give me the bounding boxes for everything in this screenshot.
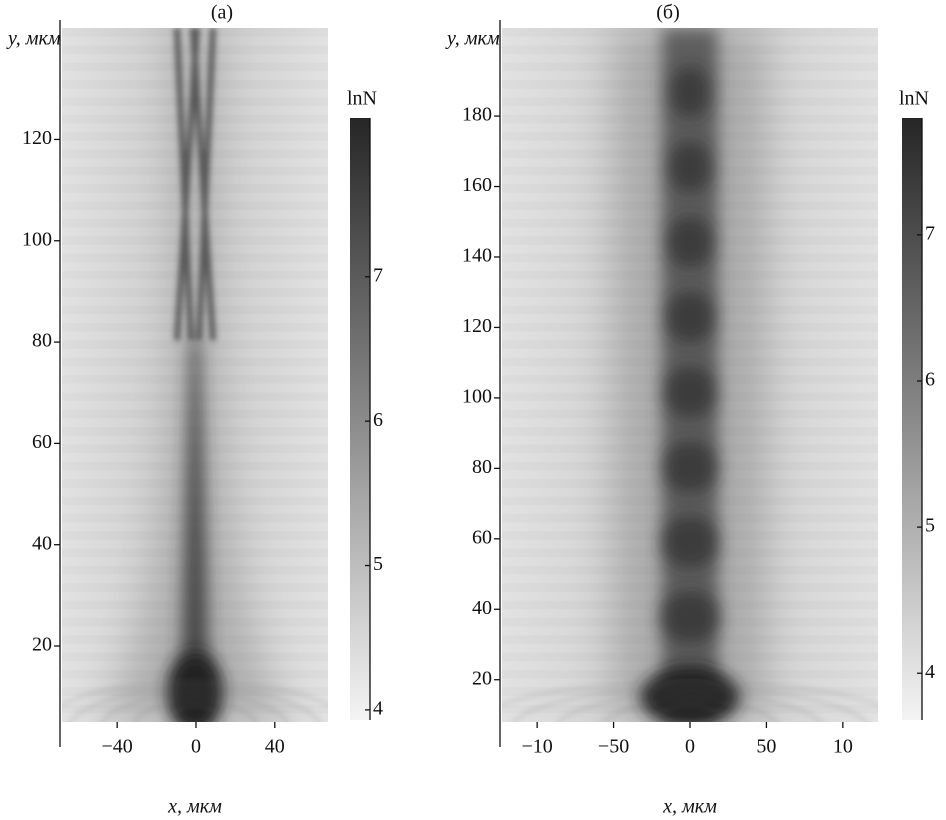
heatmap-image <box>502 28 878 722</box>
y-tick-label: 120 <box>22 127 52 149</box>
colorbar-tick-label: 4 <box>373 697 383 719</box>
beam-core <box>179 340 211 722</box>
heatmap-image <box>62 28 328 722</box>
x-axis-label: x, мкм <box>167 796 222 818</box>
y-tick-label: 60 <box>472 526 492 548</box>
beam-lobe <box>665 291 715 343</box>
fringe <box>602 699 778 722</box>
fringe <box>512 687 868 722</box>
colorbar-label: lnN <box>899 88 929 110</box>
beam-lobe <box>668 141 712 193</box>
x-tick-label: −10 <box>522 736 553 758</box>
y-tick-label: 40 <box>32 532 52 554</box>
colorbar-tick-label: 5 <box>925 515 935 537</box>
y-tick-label: 80 <box>32 330 52 352</box>
colorbar-tick-label: 7 <box>925 222 935 244</box>
panel-title: (б) <box>656 2 680 24</box>
beam-x <box>174 28 216 341</box>
fringe <box>69 687 321 722</box>
beam-waist <box>167 652 223 722</box>
y-axis-label: y, мкм <box>445 28 500 50</box>
colorbar <box>902 118 922 720</box>
fringe <box>164 705 226 722</box>
y-tick-label: 100 <box>22 228 52 250</box>
beam-lobe <box>659 591 721 643</box>
beam-lobe <box>661 516 719 568</box>
x-tick-label: 0 <box>191 736 201 758</box>
colorbar-label: lnN <box>347 88 377 110</box>
fringe <box>62 681 328 706</box>
y-tick-label: 100 <box>462 385 492 407</box>
x-tick-label: 40 <box>265 736 285 758</box>
fringe <box>133 699 257 722</box>
colorbar-tick-label: 6 <box>373 409 383 431</box>
colorbar-tick-label: 4 <box>925 661 935 683</box>
colorbar-tick-label: 6 <box>925 369 935 391</box>
beam-lobe <box>664 366 716 418</box>
y-tick-label: 40 <box>472 597 492 619</box>
x-tick-label: 50 <box>756 736 776 758</box>
y-axis-label: y, мкм <box>6 28 61 50</box>
y-tick-label: 140 <box>462 245 492 267</box>
colorbar <box>350 118 370 720</box>
y-tick-label: 180 <box>462 104 492 126</box>
fringe <box>558 693 822 722</box>
beam-lobe <box>667 216 713 268</box>
panel-title: (а) <box>211 2 233 24</box>
y-tick-label: 20 <box>472 667 492 689</box>
y-tick-label: 120 <box>462 315 492 337</box>
y-tick-label: 80 <box>472 456 492 478</box>
colorbar-tick-label: 5 <box>373 553 383 575</box>
fringe <box>647 705 733 722</box>
x-tick-label: 0 <box>685 736 695 758</box>
y-tick-label: 160 <box>462 174 492 196</box>
x-tick-label: −50 <box>598 736 629 758</box>
beam-lobe <box>670 66 710 118</box>
x-tick-label: −40 <box>102 736 133 758</box>
x-axis-label: x, мкм <box>662 796 717 818</box>
x-tick-label: 10 <box>833 736 853 758</box>
fringe <box>502 681 878 706</box>
beam-lobe <box>662 441 718 493</box>
y-tick-label: 20 <box>32 634 52 656</box>
colorbar-tick-label: 7 <box>373 264 383 286</box>
y-tick-label: 60 <box>32 431 52 453</box>
fringe <box>101 693 289 722</box>
